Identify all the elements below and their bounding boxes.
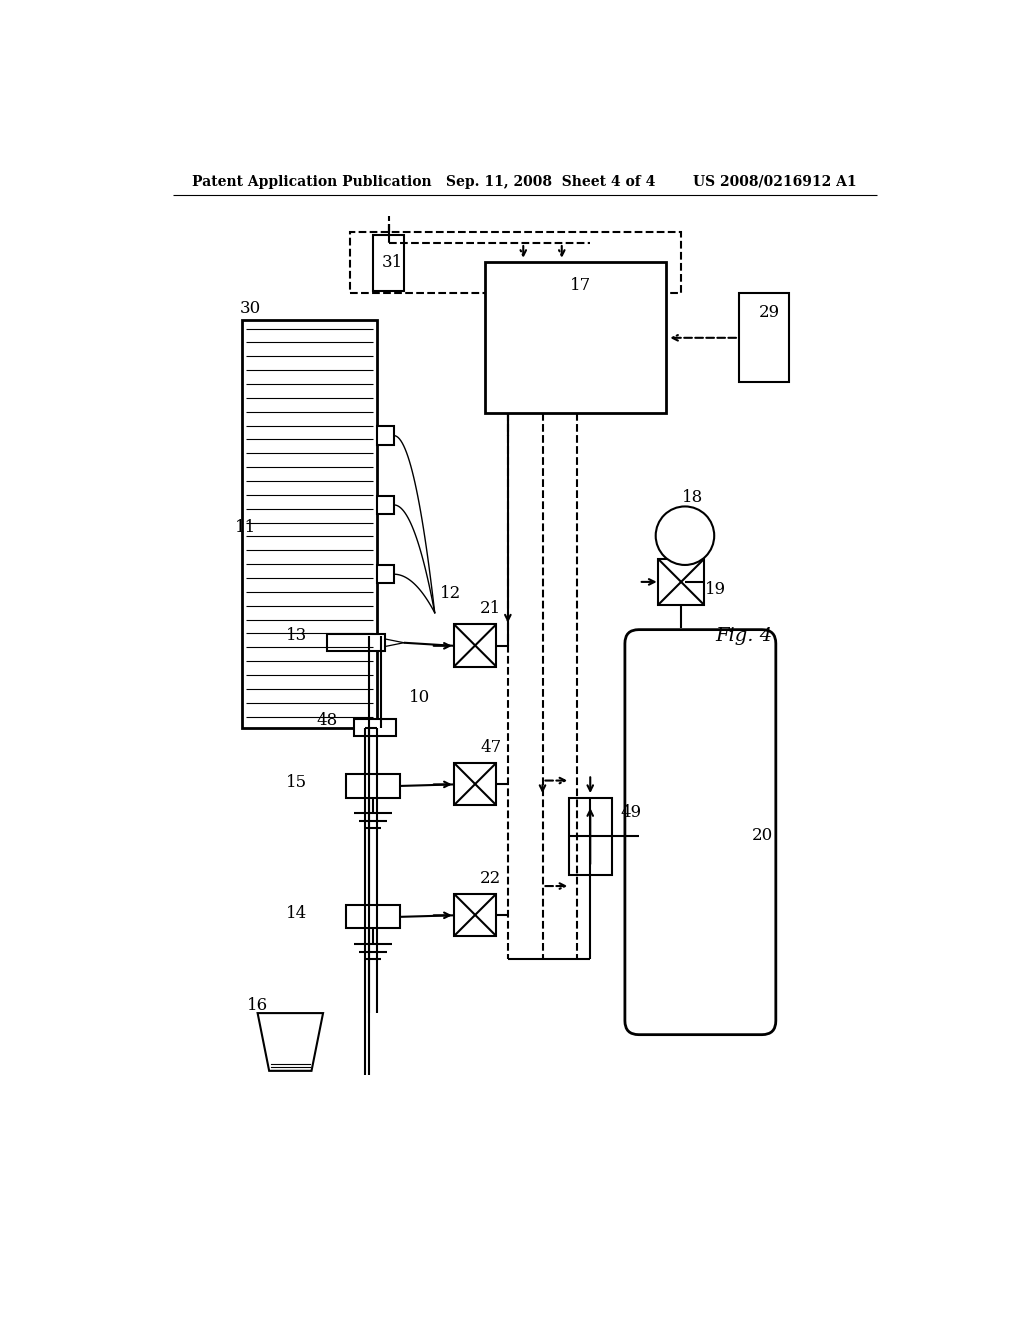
Text: 11: 11 xyxy=(236,520,257,536)
Text: 30: 30 xyxy=(240,300,260,317)
Text: Patent Application Publication: Patent Application Publication xyxy=(193,174,432,189)
Bar xyxy=(658,558,705,605)
Text: Fig. 4: Fig. 4 xyxy=(716,627,773,644)
Polygon shape xyxy=(258,1014,323,1071)
Bar xyxy=(454,894,497,936)
Bar xyxy=(454,763,497,805)
Text: 21: 21 xyxy=(480,601,502,618)
Bar xyxy=(569,797,611,875)
Text: 20: 20 xyxy=(752,828,772,845)
Text: 13: 13 xyxy=(286,627,307,644)
Text: 17: 17 xyxy=(570,277,592,294)
Bar xyxy=(346,906,400,928)
Text: 22: 22 xyxy=(480,870,502,887)
Text: 49: 49 xyxy=(621,804,642,821)
Text: 47: 47 xyxy=(480,739,502,756)
Text: 19: 19 xyxy=(706,581,726,598)
Text: 15: 15 xyxy=(286,774,306,791)
Bar xyxy=(354,719,396,737)
FancyBboxPatch shape xyxy=(625,630,776,1035)
Bar xyxy=(739,293,788,381)
Bar xyxy=(377,426,394,445)
Bar xyxy=(327,635,385,651)
Bar xyxy=(377,565,394,583)
Bar xyxy=(373,235,403,290)
Bar xyxy=(350,231,681,293)
Text: 18: 18 xyxy=(682,488,703,506)
Bar xyxy=(454,624,497,667)
Text: 10: 10 xyxy=(409,689,430,706)
Circle shape xyxy=(655,507,714,565)
Text: 12: 12 xyxy=(439,585,461,602)
Bar xyxy=(243,321,377,729)
Text: Sep. 11, 2008  Sheet 4 of 4: Sep. 11, 2008 Sheet 4 of 4 xyxy=(446,174,655,189)
Text: 31: 31 xyxy=(382,253,403,271)
Bar xyxy=(484,263,666,412)
Text: 29: 29 xyxy=(759,304,780,321)
Text: 48: 48 xyxy=(316,711,338,729)
Bar xyxy=(377,496,394,515)
Text: US 2008/0216912 A1: US 2008/0216912 A1 xyxy=(692,174,856,189)
Text: 14: 14 xyxy=(286,904,307,921)
Text: 16: 16 xyxy=(247,997,268,1014)
Bar xyxy=(346,775,400,797)
